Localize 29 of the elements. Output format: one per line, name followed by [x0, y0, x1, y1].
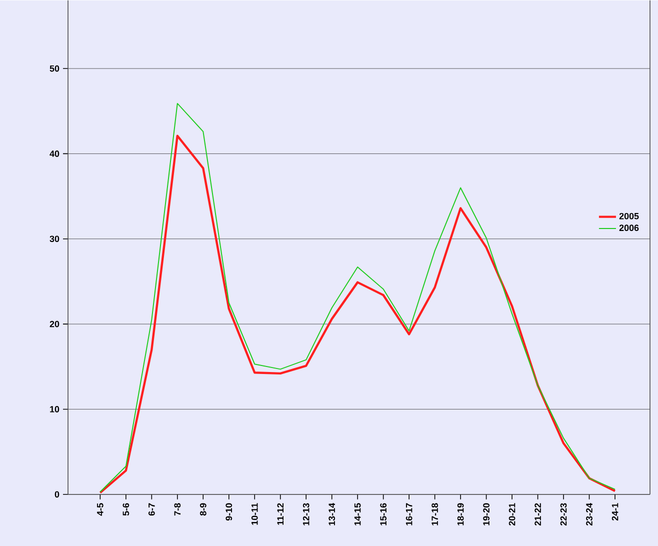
y-tick-label: 10: [50, 406, 60, 412]
x-tick-label: 8-9: [200, 503, 206, 516]
x-tick-label: 11-12: [277, 503, 284, 525]
x-tick-label: 23-24: [586, 502, 592, 526]
x-tick-label: 10-11: [251, 502, 258, 525]
y-tick-label: 40: [50, 150, 60, 157]
x-tick-label: 21-22: [534, 503, 541, 526]
x-tick-label: 4-5: [97, 502, 104, 516]
x-tick-label: 16-17: [406, 503, 412, 526]
x-tick-label: 24-1: [612, 502, 618, 520]
legend-label: 2006: [619, 224, 639, 231]
y-tick-label: 0: [54, 491, 60, 498]
x-tick-label: 22-23: [560, 503, 567, 526]
x-tick-label: 20-21: [508, 502, 516, 526]
x-tick-label: 18-19: [457, 503, 464, 526]
x-tick-label: 5-6: [122, 503, 130, 516]
x-tick-label: 9-10: [226, 503, 232, 520]
x-tick-label: 15-16: [380, 503, 387, 526]
y-tick-label: 30: [50, 236, 60, 242]
x-tick-label: 7-8: [174, 502, 181, 516]
x-tick-label: 12-13: [302, 503, 310, 526]
y-tick-label: 20: [50, 320, 60, 328]
y-tick-label: 50: [50, 65, 60, 72]
legend-label: 2005: [619, 212, 639, 220]
x-tick-label: 13-14: [328, 502, 336, 526]
x-tick-label: 6-7: [148, 503, 155, 516]
x-tick-label: 19-20: [483, 503, 490, 526]
x-tick-label: 14-15: [354, 502, 361, 526]
x-tick-label: 17-18: [432, 502, 438, 526]
